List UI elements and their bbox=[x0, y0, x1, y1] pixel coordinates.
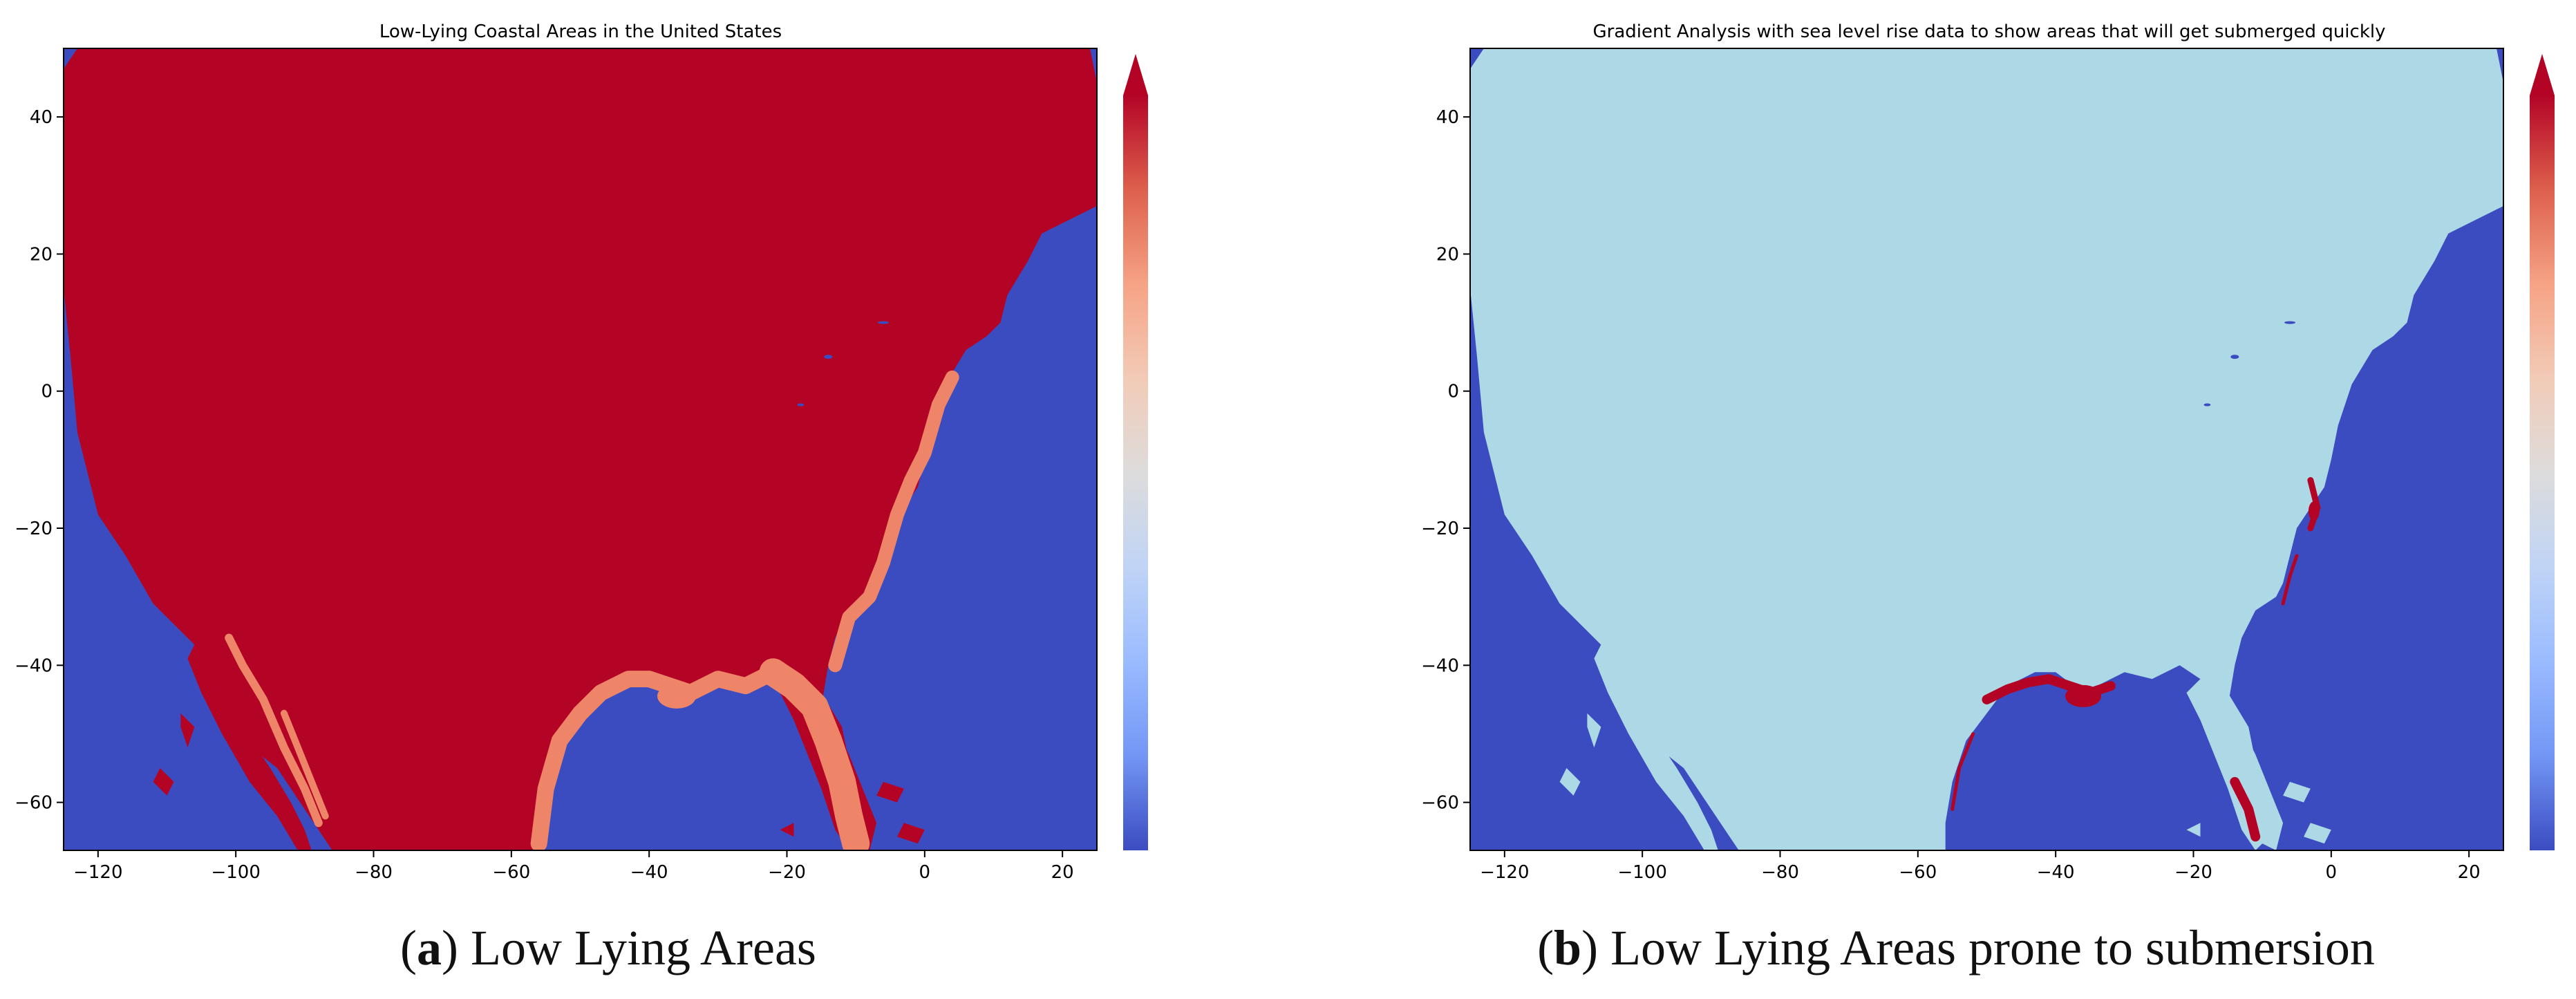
y-axis-a: 40 20 0 −20 −40 −60 bbox=[15, 107, 64, 814]
low-lying-coast bbox=[280, 709, 329, 820]
island-land bbox=[876, 781, 904, 803]
y-tick-label: 40 bbox=[30, 107, 53, 128]
island-land bbox=[2186, 823, 2201, 837]
colorbar-gradient bbox=[2530, 95, 2555, 850]
y-tick-label: 20 bbox=[1436, 244, 1459, 265]
y-tick-label: −20 bbox=[15, 519, 53, 539]
inlet-water bbox=[2284, 321, 2296, 324]
map-panel-a: Low-Lying Coastal Areas in the United St… bbox=[15, 21, 1148, 883]
x-tick-label: −80 bbox=[1761, 862, 1799, 883]
colorbar-gradient bbox=[1123, 95, 1148, 850]
inlet-water bbox=[797, 403, 805, 407]
inlet-water bbox=[824, 355, 833, 360]
inlet-water bbox=[2203, 403, 2211, 407]
x-tick-label: 0 bbox=[2326, 862, 2338, 883]
low-lying-hotspot bbox=[2308, 501, 2320, 521]
map-plot-a bbox=[63, 48, 1098, 851]
low-lying-hotspot bbox=[2065, 684, 2102, 707]
x-tick-label: −60 bbox=[1899, 862, 1937, 883]
y-tick-label: 20 bbox=[30, 244, 53, 265]
caption-a: (a) Low Lying Areas bbox=[400, 920, 816, 975]
caption-label-b: b bbox=[1554, 920, 1582, 975]
low-lying-coast bbox=[2281, 554, 2299, 606]
island-land bbox=[1587, 713, 1601, 748]
island-land bbox=[180, 713, 195, 748]
x-axis-b: −120 −100 −80 −60 −40 −20 0 20 bbox=[1480, 850, 2481, 883]
colorbar-extend-max bbox=[2530, 54, 2555, 95]
x-tick-label: −120 bbox=[73, 862, 122, 883]
land-area bbox=[1470, 48, 2503, 850]
x-tick-label: 20 bbox=[2458, 862, 2481, 883]
y-tick-label: 40 bbox=[1436, 107, 1459, 128]
map-title-b: Gradient Analysis with sea level rise da… bbox=[1593, 21, 2386, 42]
x-tick-label: −100 bbox=[1617, 862, 1666, 883]
caption-text-a: Low Lying Areas bbox=[471, 920, 816, 975]
plot-frame bbox=[1469, 48, 2504, 851]
x-tick-label: −80 bbox=[355, 862, 393, 883]
x-tick-label: −40 bbox=[630, 862, 668, 883]
plot-frame bbox=[63, 48, 1098, 851]
x-tick-label: 0 bbox=[919, 862, 931, 883]
caption-b: (b) Low Lying Areas prone to submersion bbox=[1537, 920, 2375, 975]
gulf-sea bbox=[125, 604, 298, 850]
x-tick-label: −100 bbox=[211, 862, 260, 883]
low-lying-coast bbox=[2230, 776, 2261, 842]
island-land bbox=[1559, 768, 1581, 796]
island-land bbox=[780, 823, 794, 837]
caption-label-a: a bbox=[417, 920, 442, 975]
land-area bbox=[64, 48, 1097, 850]
x-tick-label: 20 bbox=[1051, 862, 1074, 883]
caption-text-b: Low Lying Areas prone to submersion bbox=[1610, 920, 2375, 975]
inlet-water bbox=[878, 321, 890, 324]
low-lying-hotspot bbox=[657, 683, 697, 709]
peninsula-land bbox=[187, 644, 312, 850]
y-tick-label: 0 bbox=[41, 382, 53, 402]
map-plot-b bbox=[1469, 48, 2504, 851]
map-title-a: Low-Lying Coastal Areas in the United St… bbox=[379, 21, 782, 42]
x-axis-a: −120 −100 −80 −60 −40 −20 0 20 bbox=[73, 850, 1074, 883]
y-tick-label: −60 bbox=[1421, 793, 1459, 814]
low-lying-coast bbox=[530, 664, 782, 850]
low-lying-coast bbox=[1950, 732, 1975, 811]
y-tick-label: −60 bbox=[15, 793, 53, 814]
low-lying-coast bbox=[759, 658, 870, 850]
y-tick-label: −20 bbox=[1421, 519, 1459, 539]
map-panel-b: Gradient Analysis with sea level rise da… bbox=[1421, 21, 2555, 883]
y-tick-label: −40 bbox=[1421, 655, 1459, 676]
colorbar-a bbox=[1123, 54, 1148, 850]
x-tick-label: −20 bbox=[2174, 862, 2212, 883]
x-tick-label: −60 bbox=[492, 862, 530, 883]
gulf-sea bbox=[1532, 604, 1704, 850]
island-land bbox=[2304, 823, 2331, 844]
x-tick-label: −20 bbox=[768, 862, 806, 883]
inlet-water bbox=[2230, 355, 2239, 360]
x-tick-label: −120 bbox=[1480, 862, 1529, 883]
low-lying-coast bbox=[828, 370, 959, 673]
x-tick-label: −40 bbox=[2037, 862, 2075, 883]
island-land bbox=[2283, 781, 2311, 803]
island-land bbox=[897, 823, 925, 844]
y-axis-b: 40 20 0 −20 −40 −60 bbox=[1421, 107, 1470, 814]
colorbar-b bbox=[2530, 54, 2555, 850]
peninsula-land bbox=[1594, 644, 1718, 850]
y-tick-label: −40 bbox=[15, 655, 53, 676]
y-tick-label: 0 bbox=[1447, 382, 1459, 402]
low-lying-coast bbox=[225, 633, 323, 828]
colorbar-extend-max bbox=[1123, 54, 1148, 95]
island-land bbox=[153, 768, 174, 796]
